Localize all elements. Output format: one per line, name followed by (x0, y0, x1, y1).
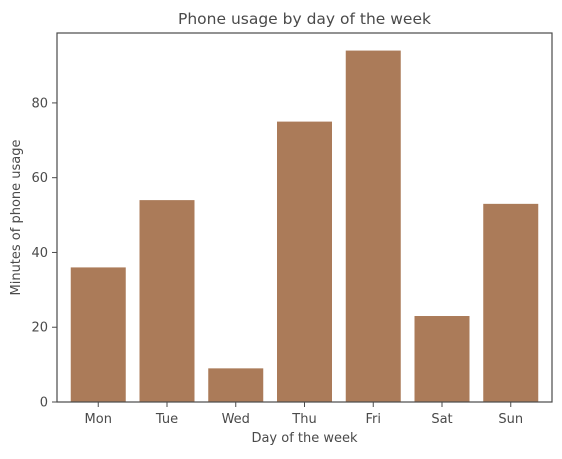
y-tick-label: 0 (40, 396, 48, 411)
bar-sat (414, 316, 470, 402)
y-tick-label: 20 (31, 321, 48, 336)
bar-sun (483, 203, 539, 402)
x-tick-label: Tue (155, 412, 178, 427)
y-tick-label: 40 (31, 246, 48, 261)
x-tick-label: Mon (85, 412, 112, 427)
bar-fri (345, 50, 401, 402)
x-tick-label: Thu (291, 412, 316, 427)
bar-mon (70, 267, 126, 402)
bar-thu (277, 121, 332, 403)
chart-title: Phone usage by day of the week (178, 10, 431, 28)
x-tick-label: Sun (498, 412, 523, 427)
x-tick-label: Wed (222, 412, 250, 427)
bars-group (70, 50, 539, 403)
x-axis-label: Day of the week (251, 431, 358, 446)
y-axis-label: Minutes of phone usage (9, 139, 24, 295)
y-tick-label: 80 (31, 96, 48, 111)
x-axis-ticks: Mon Tue Wed Thu Fri Sat Sun (85, 402, 523, 427)
y-tick-label: 60 (31, 171, 48, 186)
x-tick-label: Sat (431, 412, 452, 427)
y-axis-ticks: 0 20 40 60 80 (31, 96, 57, 411)
bar-wed (208, 368, 264, 402)
bar-tue (139, 200, 195, 402)
x-tick-label: Fri (366, 412, 382, 427)
plot-frame (56, 32, 553, 403)
